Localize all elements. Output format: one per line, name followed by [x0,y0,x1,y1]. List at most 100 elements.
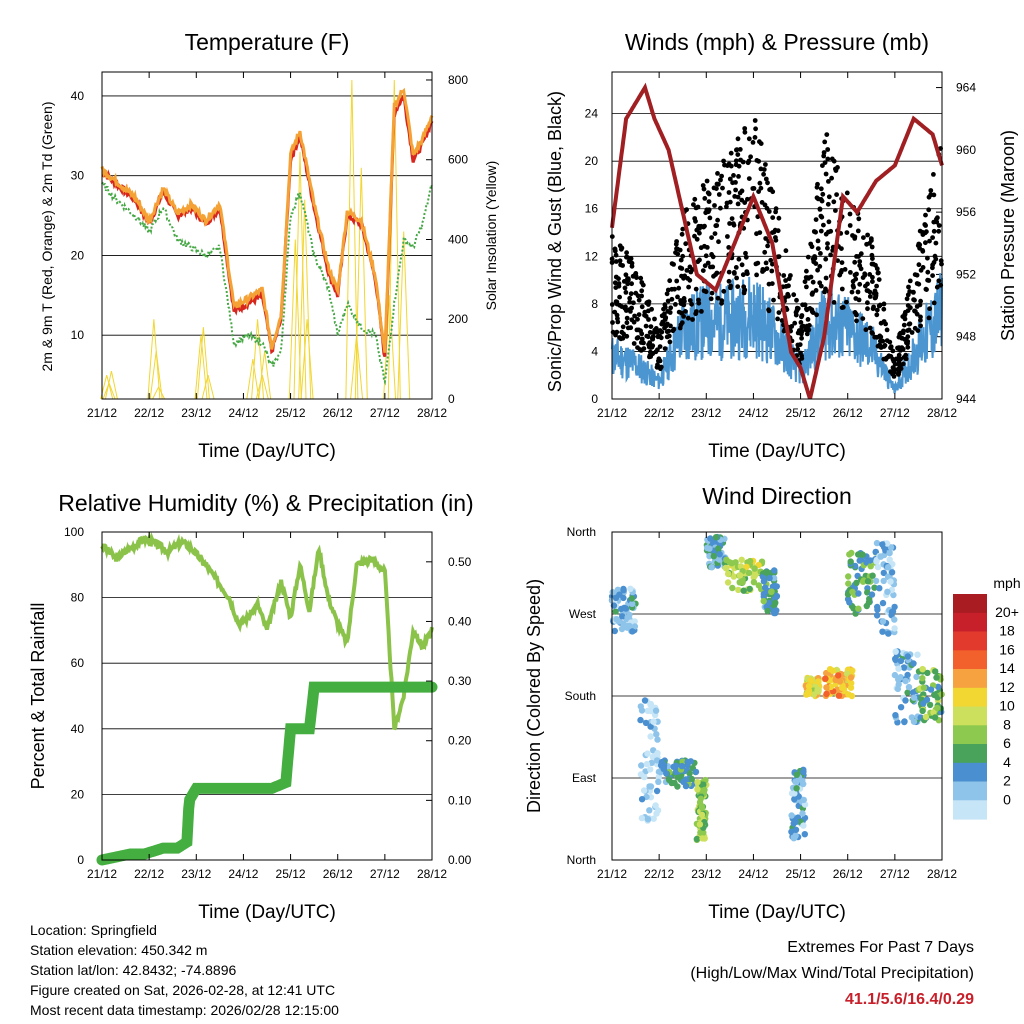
direction-point [847,558,854,565]
direction-point [823,690,830,698]
wind-gust-point [804,306,809,312]
direction-point [642,719,650,727]
wind-gust-point [771,229,777,235]
wind-gust-point [636,312,642,317]
direction-point [920,684,928,691]
wind-gust-point [799,314,804,320]
direction-point [653,757,661,764]
wind-gust-point [712,203,717,208]
wind-gust-point [826,219,832,225]
direction-ylabel: Direction (Colored By Speed) [524,579,544,813]
direction-point [724,579,732,586]
direction-point [671,779,678,787]
wind-gust-point [770,261,775,267]
temperature-ytick-right-label: 200 [448,312,468,326]
direction-point [846,551,853,558]
direction-point [849,588,856,596]
colorbar-swatch [953,612,987,633]
direction-point [879,628,886,635]
wind-gust-point [662,346,668,351]
direction-point [638,796,646,803]
wind-gust-point [768,257,774,263]
wind-gust-point [726,278,732,284]
direction-point [650,815,657,822]
relative-humidity-series [100,531,434,731]
colorbar-swatch [953,762,987,783]
direction-point [923,696,931,703]
direction-point [876,585,883,592]
wind-gust-point [724,204,729,210]
wind-gust-point [775,228,781,234]
wind-gust-point [914,304,920,309]
wind-gust-point [825,245,830,251]
wind-gust-point [725,163,730,169]
wind-gust-point [871,304,876,310]
wind-gust-point [765,243,770,249]
wind-gust-point [854,318,859,324]
wind-gust-point [624,333,630,339]
wind-gust-point [733,158,739,164]
wind-gust-point [697,257,702,263]
winds-title: Winds (mph) & Pressure (mb) [625,29,929,55]
direction-point [897,657,905,665]
humidity-xtick-label: 21/12 [87,867,117,881]
extremes-box: Extremes For Past 7 Days (High/Low/Max W… [690,935,974,1013]
direction-point [644,707,652,714]
direction-point [655,773,662,781]
wind-gust-point [824,132,830,138]
wind-gust-point [613,285,619,290]
wind-gust-point [884,327,890,333]
wind-gust-point [718,177,723,183]
wind-gust-point [735,136,741,142]
wind-gust-point [857,281,863,287]
insolation-spike [152,385,166,400]
wind-gust-point [703,289,709,295]
wind-gust-point [687,264,693,270]
wind-gust-point [892,361,898,367]
direction-point [654,736,661,743]
direction-point [864,578,872,585]
wind-gust-point [818,251,823,256]
wind-gust-point [706,199,712,205]
wind-gust-point [680,253,686,259]
direction-point [764,607,771,615]
direction-point [835,692,843,699]
direction-point [648,759,655,766]
colorbar-title: mph [993,575,1020,591]
direction-point [672,762,679,769]
wind-gust-point [775,254,781,260]
wind-gust-point [826,194,832,200]
wind-gust-point [678,257,684,263]
direction-point [706,545,713,552]
winds-xtick-label: 22/12 [644,406,674,420]
humidity-xtick-label: 24/12 [228,867,258,881]
wind-gust-point [874,283,879,289]
wind-gust-point [735,152,741,158]
wind-gust-point [926,194,932,200]
temperature-ytick-label: 10 [71,328,85,342]
direction-point [773,583,780,590]
wind-gust-point [701,224,706,230]
wind-gust-point [709,235,714,241]
wind-gust-point [930,265,935,271]
wind-gust-point [639,293,644,299]
direction-point [609,589,616,596]
wind-gust-point [625,281,631,287]
direction-point [815,678,822,685]
direction-point [879,599,887,607]
wind-gust-point [731,173,736,178]
temperature-ytick-label: 40 [71,89,85,103]
wind-gust-point [715,217,720,223]
wind-gust-point [844,299,849,305]
wind-gust-point [614,329,620,335]
wind-gust-point [624,320,630,326]
wind-gust-point [731,222,737,228]
direction-point [746,585,753,593]
direction-point [688,775,695,783]
direction-point [638,707,646,714]
wind-gust-point [629,281,634,287]
winds-xtick-label: 27/12 [880,406,910,420]
wind-gust-point [769,268,775,274]
wind-gust-point [633,273,639,279]
wind-gust-point [679,231,685,237]
